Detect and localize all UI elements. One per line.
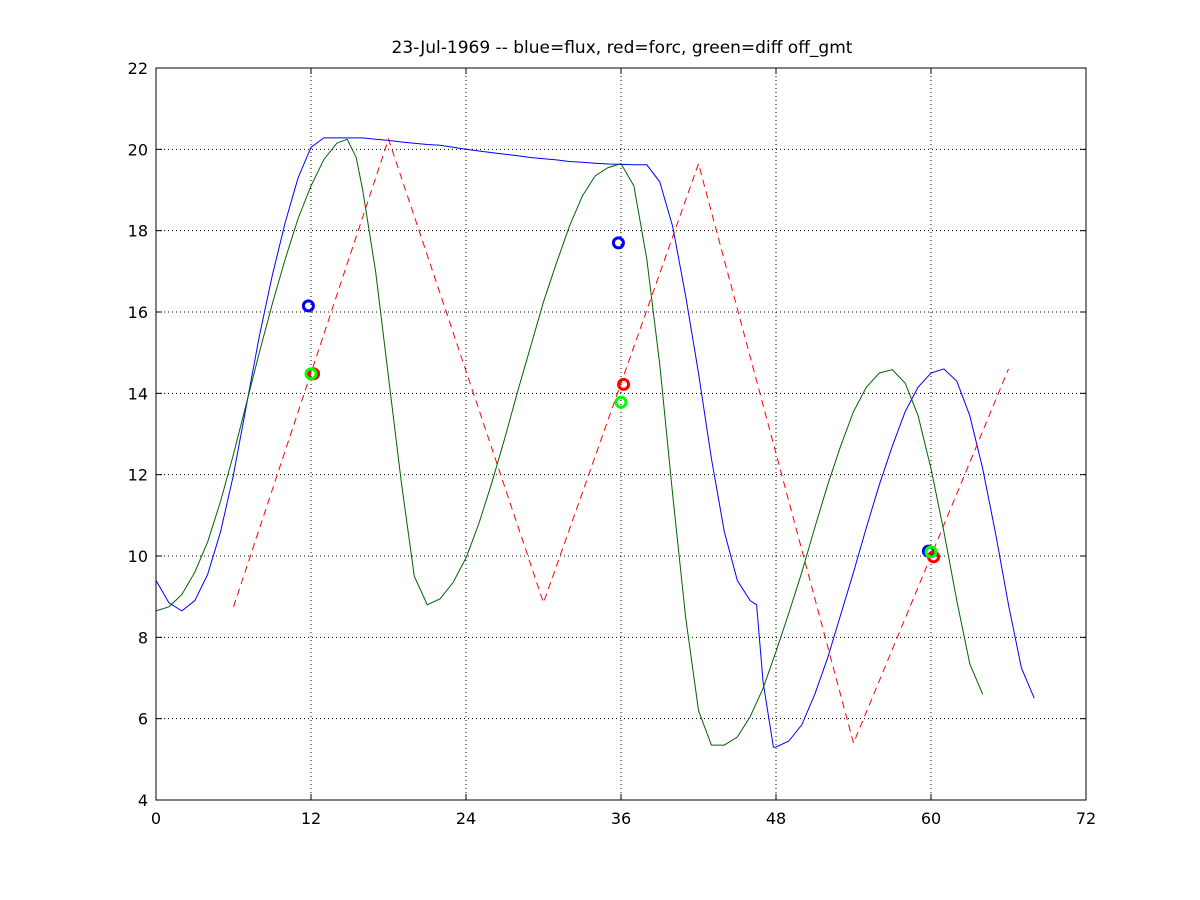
y-tick-label: 6 [138, 710, 148, 729]
y-tick-label: 12 [128, 466, 148, 485]
y-tick-label: 22 [128, 59, 148, 78]
circle-marker [924, 545, 938, 559]
y-tick-label: 4 [138, 791, 148, 810]
circle-marker [617, 377, 631, 391]
y-tick-label: 10 [128, 547, 148, 566]
x-tick-label: 60 [921, 809, 941, 828]
chart-title: 23-Jul-1969 -- blue=flux, red=forc, gree… [392, 38, 853, 58]
x-tick-label: 24 [456, 809, 476, 828]
axes: 0 12 24 36 48 60 72 4 6 8 10 12 14 16 18 20 22 [128, 59, 1097, 828]
series-line-red [233, 137, 1009, 745]
series-group [155, 137, 1035, 748]
x-tick-label: 36 [611, 809, 631, 828]
x-tick-label: 48 [766, 809, 786, 828]
circle-marker [304, 367, 318, 381]
series-line-green [155, 138, 984, 746]
grid [156, 68, 1086, 800]
circle-marker [611, 236, 625, 250]
y-tick-label: 14 [128, 384, 148, 403]
x-tick-label: 12 [301, 809, 321, 828]
y-tick-label: 8 [138, 628, 148, 647]
series-line-blue [155, 137, 1035, 748]
y-tick-label: 20 [128, 140, 148, 159]
markers-group [301, 236, 941, 564]
plot-frame [155, 67, 1087, 801]
y-tick-label: 16 [128, 303, 148, 322]
circle-marker [301, 299, 315, 313]
x-tick-label: 0 [151, 809, 161, 828]
x-tick-label: 72 [1076, 809, 1096, 828]
circle-marker [614, 395, 628, 409]
y-tick-label: 18 [128, 222, 148, 241]
